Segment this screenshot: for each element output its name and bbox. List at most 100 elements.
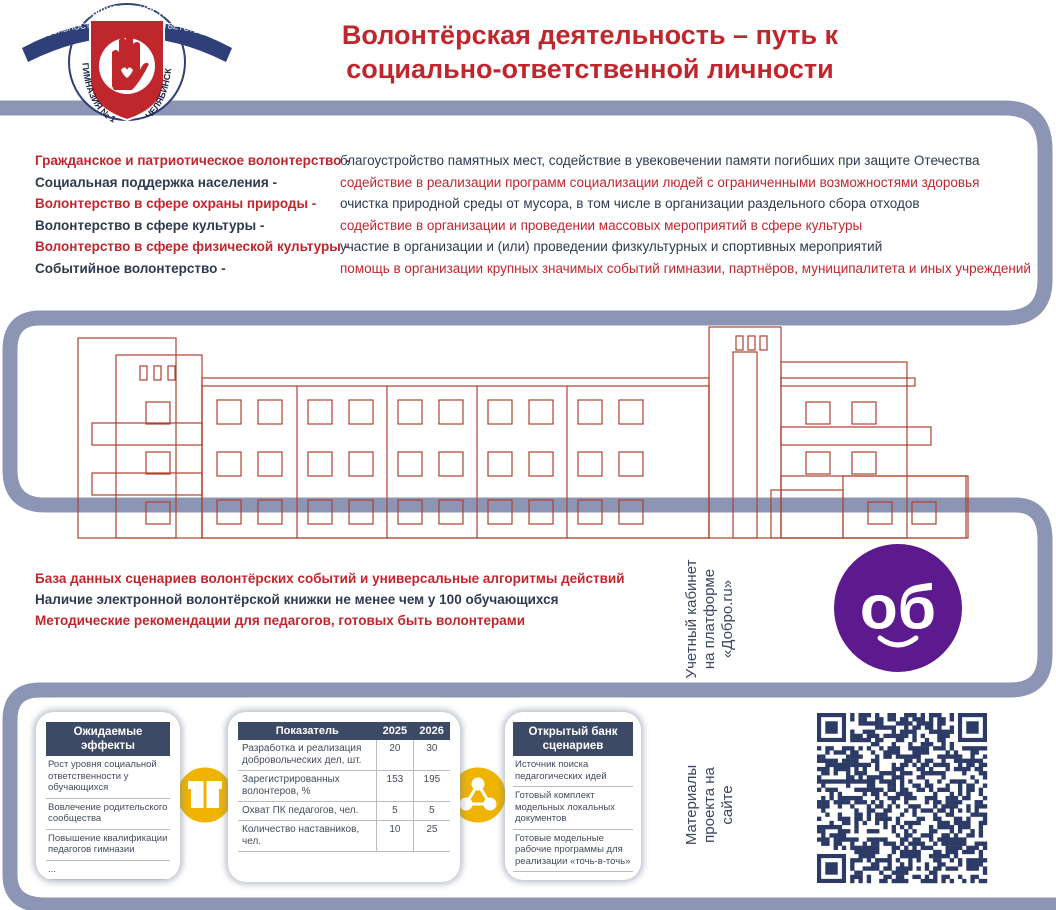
- decor: [978, 858, 984, 863]
- decor: [862, 841, 867, 846]
- decor: [875, 717, 880, 722]
- decor: [970, 775, 975, 780]
- decor: [821, 758, 826, 763]
- decor: [899, 783, 905, 788]
- decor: [949, 829, 955, 834]
- decor: [941, 808, 946, 813]
- decor: [870, 733, 876, 739]
- decor: [974, 804, 979, 809]
- decor: [920, 750, 926, 755]
- decor: [916, 717, 921, 722]
- decor: [949, 804, 955, 809]
- table-cell: 25: [412, 820, 450, 852]
- decor: [974, 800, 979, 805]
- decor: [912, 829, 917, 834]
- decor: [895, 795, 901, 801]
- decor: [978, 841, 984, 846]
- decor: [866, 729, 872, 734]
- decor: [924, 779, 930, 784]
- decor: [817, 804, 822, 809]
- decor: [875, 816, 880, 822]
- decor: [870, 787, 876, 792]
- decor: [912, 804, 917, 809]
- decor: [916, 874, 921, 880]
- decor: [145, 401, 171, 425]
- building: [77, 326, 969, 539]
- decor: [904, 771, 909, 776]
- decor: [846, 795, 851, 801]
- decor: [978, 766, 984, 772]
- decor: [891, 746, 896, 751]
- decor: [841, 820, 847, 826]
- decor: [953, 853, 959, 859]
- decor: [962, 841, 967, 846]
- decor: [858, 812, 863, 817]
- decor: [879, 804, 884, 809]
- decor: [866, 713, 872, 718]
- decor: [916, 849, 921, 855]
- decor: [945, 795, 950, 801]
- decor: [895, 746, 901, 751]
- decor: [928, 795, 934, 801]
- decor: [883, 750, 888, 755]
- decor: [916, 866, 921, 871]
- decor: [966, 824, 971, 830]
- decor: [941, 737, 946, 743]
- decor: [912, 812, 917, 817]
- decor: [970, 829, 975, 834]
- decor: [941, 762, 946, 768]
- decor: [916, 858, 921, 863]
- decor: [257, 499, 283, 525]
- decor: [883, 812, 888, 817]
- decor: [854, 829, 859, 834]
- decor: [924, 878, 930, 884]
- decor: [966, 787, 971, 792]
- decor: [866, 878, 872, 884]
- decor: [953, 795, 959, 801]
- direction-name: Социальная поддержка населения -: [35, 174, 277, 190]
- decor: [966, 766, 971, 772]
- decor: [866, 787, 872, 792]
- decor: [941, 754, 946, 759]
- decor: [920, 717, 926, 722]
- table-cell: Зарегистрированных волонтеров, %: [238, 770, 377, 802]
- decor: [966, 820, 971, 826]
- decor: [937, 762, 942, 768]
- decor: [870, 791, 876, 797]
- decor: [850, 746, 855, 751]
- decor: [962, 795, 967, 801]
- decor: [862, 853, 867, 859]
- decor: [928, 837, 934, 842]
- decor: [851, 451, 877, 475]
- decor: [891, 841, 896, 846]
- direction-description: благоустройство памятных мест, содействи…: [340, 153, 980, 168]
- effect-item: Повышение квалификации педагогов гимнази…: [46, 830, 170, 861]
- decor: [895, 845, 901, 851]
- decor: [978, 833, 984, 838]
- decor: [920, 762, 926, 768]
- decor: [908, 795, 913, 801]
- decor: [841, 800, 847, 805]
- decor: [966, 866, 971, 871]
- decor: [957, 766, 963, 772]
- scenario-item: Источник поиска педагогических идей: [513, 756, 633, 787]
- decor: [829, 820, 834, 826]
- decor: [870, 783, 876, 788]
- decor: [817, 746, 822, 751]
- decor: [899, 878, 905, 884]
- decor: [933, 713, 938, 718]
- table-header: Показатель 2025 2026: [238, 722, 450, 740]
- decor: [966, 721, 979, 734]
- decor: [966, 791, 971, 797]
- header-line: Открытый банк: [528, 726, 618, 738]
- decor: [982, 795, 988, 801]
- decor: [887, 746, 892, 751]
- decor: [928, 853, 934, 859]
- decor: [908, 858, 913, 863]
- decor: [916, 787, 921, 792]
- decor: [846, 771, 851, 776]
- decor: [899, 733, 905, 739]
- decor: [862, 820, 867, 826]
- decor: [862, 779, 867, 784]
- decor: [829, 833, 834, 838]
